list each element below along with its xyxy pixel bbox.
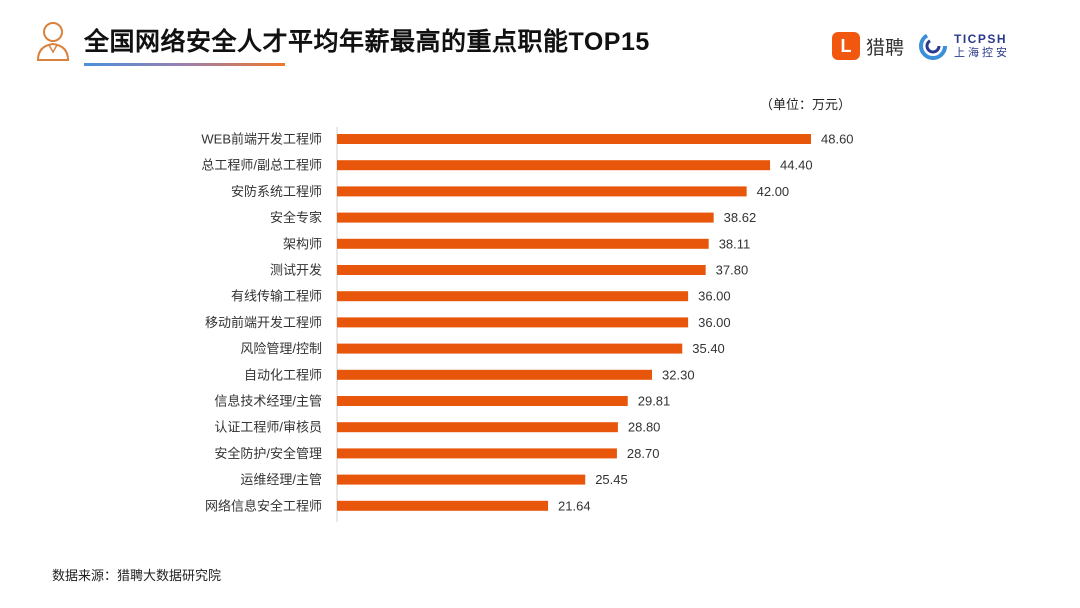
category-label: 移动前端开发工程师 [205,315,322,330]
category-label: 有线传输工程师 [231,289,322,304]
category-label: 认证工程师/审核员 [214,420,322,435]
data-label: 38.11 [719,236,751,251]
category-label: 网络信息安全工程师 [205,498,322,513]
bar [337,265,706,275]
data-label: 37.80 [716,263,749,278]
category-label: 总工程师/副总工程师 [201,158,322,173]
category-label: 安防系统工程师 [231,184,322,199]
bar [337,160,771,171]
data-label: 36.00 [698,289,731,304]
bar [337,474,586,485]
liepin-logo-icon: L [832,32,860,60]
bar [337,343,683,354]
bar [337,212,714,223]
bar [337,396,628,406]
data-label: 42.00 [757,184,790,199]
data-label: 28.70 [627,446,660,461]
data-label: 44.40 [780,158,813,173]
liepin-logo-text: 猎聘 [866,37,905,59]
category-label: 信息技术经理/主管 [214,394,322,409]
bar [337,238,709,249]
data-label: 38.62 [724,210,757,225]
ticpsh-logo-icon [919,32,947,60]
data-label: 32.30 [662,367,695,382]
data-label: 36.00 [698,315,731,330]
bar [337,369,653,380]
bar [337,134,811,144]
person-icon [34,20,72,67]
bar [337,448,617,459]
unit-label: （单位：万元） [760,97,852,112]
category-label: WEB前端开发工程师 [201,132,322,147]
bar [337,291,689,302]
ticpsh-logo: TICPSH 上海控安 [918,31,1010,61]
bar [337,317,689,328]
bar [337,500,549,511]
title-underline [84,63,285,66]
ticpsh-logo-cn: 上海控安 [954,47,1010,59]
data-label: 28.80 [628,420,661,435]
category-label: 测试开发 [270,263,322,278]
category-label: 自动化工程师 [244,367,322,382]
data-label: 29.81 [638,394,671,409]
liepin-logo: L 猎聘 [832,32,904,60]
category-label: 风险管理/控制 [240,341,322,356]
data-label: 25.45 [595,472,628,487]
page-title: 全国网络安全人才平均年薪最高的重点职能TOP15 [84,28,650,56]
category-label: 安全专家 [270,210,322,225]
data-label: 48.60 [821,132,854,147]
bar [337,186,747,197]
data-label: 21.64 [558,498,591,513]
bar [337,422,618,433]
ticpsh-logo-en: TICPSH [954,32,1008,46]
data-source: 数据来源：猎聘大数据研究院 [52,568,222,583]
category-label: 运维经理/主管 [240,472,322,487]
data-label: 35.40 [692,341,725,356]
category-label: 安全防护/安全管理 [214,446,322,461]
category-label: 架构师 [283,236,322,251]
